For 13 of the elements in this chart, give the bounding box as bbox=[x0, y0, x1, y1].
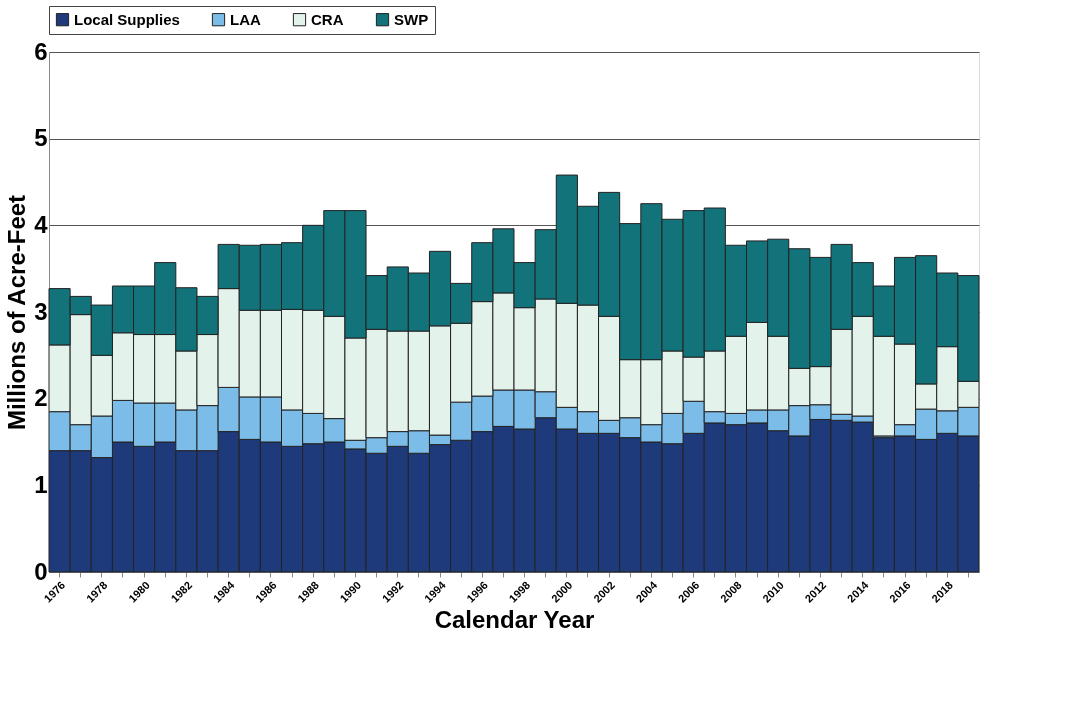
y-tick-label: 0 bbox=[34, 557, 48, 585]
legend-label: CRA bbox=[311, 10, 344, 28]
legend-label: LAA bbox=[230, 10, 261, 28]
y-tick-label: 2 bbox=[34, 384, 48, 412]
y-axis-title: Millions of Acre-Feet bbox=[3, 194, 31, 431]
y-tick-label: 1 bbox=[34, 470, 48, 498]
y-tick-label: 4 bbox=[34, 210, 49, 238]
y-tick-label: 6 bbox=[34, 37, 48, 65]
legend-label: Local Supplies bbox=[74, 10, 180, 28]
x-axis-title: Calendar Year bbox=[434, 605, 595, 633]
legend-label: SWP bbox=[394, 10, 429, 28]
y-tick-label: 5 bbox=[34, 124, 48, 152]
y-tick-label: 3 bbox=[34, 297, 48, 325]
